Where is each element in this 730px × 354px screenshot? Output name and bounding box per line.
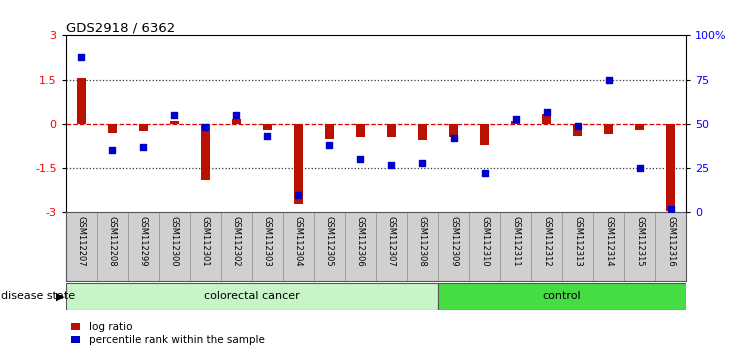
Text: GSM112305: GSM112305 (325, 216, 334, 267)
Text: control: control (543, 291, 581, 302)
Point (231, 112, 242, 118)
Point (137, 144, 149, 150)
Point (541, 109, 553, 114)
Text: GSM112312: GSM112312 (542, 216, 551, 267)
Text: GSM112306: GSM112306 (356, 216, 365, 267)
Bar (573, 124, 582, 136)
Bar (666, 124, 675, 211)
Point (169, 112, 180, 118)
Text: GSM112308: GSM112308 (418, 216, 427, 267)
Bar (604, 124, 613, 134)
Text: GSM112309: GSM112309 (449, 216, 458, 267)
Text: GSM112303: GSM112303 (263, 216, 272, 267)
Point (603, 77, 615, 82)
Point (323, 142, 335, 148)
Bar (139, 124, 147, 131)
Bar (294, 124, 303, 204)
Text: GSM112300: GSM112300 (170, 216, 179, 267)
Text: GSM112208: GSM112208 (108, 216, 117, 267)
Point (417, 160, 429, 166)
Bar (449, 124, 458, 137)
Text: GSM112313: GSM112313 (573, 216, 582, 267)
Bar (356, 124, 365, 137)
Bar (108, 124, 117, 133)
Point (385, 162, 397, 167)
Text: GSM112310: GSM112310 (480, 216, 489, 267)
Bar (66, 283, 438, 310)
Text: GSM112315: GSM112315 (635, 216, 644, 267)
Text: GSM112304: GSM112304 (294, 216, 303, 267)
Text: GSM112307: GSM112307 (387, 216, 396, 267)
Text: GSM112302: GSM112302 (232, 216, 241, 267)
Text: colorectal cancer: colorectal cancer (204, 291, 300, 302)
Point (75, 54, 87, 59)
Bar (542, 114, 551, 124)
Legend: log ratio, percentile rank within the sample: log ratio, percentile rank within the sa… (71, 322, 264, 345)
Text: GDS2918 / 6362: GDS2918 / 6362 (66, 21, 175, 34)
Text: GSM112316: GSM112316 (666, 216, 675, 267)
Bar (480, 124, 489, 144)
Bar (325, 124, 334, 139)
Text: GSM112301: GSM112301 (201, 216, 210, 267)
Point (199, 125, 211, 130)
Text: GSM112314: GSM112314 (604, 216, 613, 267)
Point (665, 206, 677, 212)
Point (261, 133, 273, 139)
Text: ▶: ▶ (56, 291, 65, 301)
Point (510, 116, 521, 121)
Point (107, 148, 118, 153)
Text: GSM112207: GSM112207 (77, 216, 85, 267)
Bar (201, 124, 210, 180)
Point (293, 192, 304, 198)
Point (572, 123, 583, 129)
Bar (438, 283, 686, 310)
Text: GSM112299: GSM112299 (139, 216, 147, 266)
Bar (511, 121, 520, 124)
Bar (418, 124, 427, 140)
Bar (232, 119, 241, 124)
Bar (635, 124, 644, 130)
Point (479, 171, 491, 176)
Text: GSM112311: GSM112311 (511, 216, 520, 267)
Point (447, 135, 459, 141)
Bar (387, 124, 396, 137)
Point (634, 165, 645, 171)
Point (355, 156, 366, 162)
Text: disease state: disease state (1, 291, 76, 301)
Bar (263, 124, 272, 130)
Bar (170, 121, 179, 124)
Bar (77, 78, 85, 124)
